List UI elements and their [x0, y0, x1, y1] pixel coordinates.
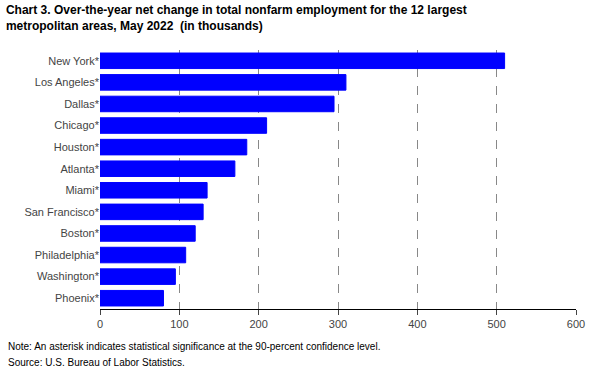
svg-text:Philadelphia*: Philadelphia* — [35, 249, 100, 261]
svg-text:San Francisco*: San Francisco* — [24, 206, 99, 218]
svg-text:Miami*: Miami* — [65, 184, 99, 196]
svg-text:Houston*: Houston* — [54, 141, 100, 153]
svg-text:Note: An asterisk indicates st: Note: An asterisk indicates statistical … — [8, 341, 380, 352]
svg-text:New York*: New York* — [48, 55, 99, 67]
svg-text:Boston*: Boston* — [60, 227, 99, 239]
svg-text:Los Angeles*: Los Angeles* — [35, 76, 100, 88]
svg-text:200: 200 — [249, 318, 267, 330]
svg-text:Dallas*: Dallas* — [64, 98, 100, 110]
svg-text:Washington*: Washington* — [37, 270, 100, 282]
svg-text:Phoenix*: Phoenix* — [55, 292, 100, 304]
svg-text:400: 400 — [408, 318, 426, 330]
svg-text:0: 0 — [97, 318, 103, 330]
svg-text:600: 600 — [567, 318, 585, 330]
svg-text:300: 300 — [329, 318, 347, 330]
svg-text:100: 100 — [170, 318, 188, 330]
svg-text:500: 500 — [487, 318, 505, 330]
svg-text:Chart 3. Over-the-year net cha: Chart 3. Over-the-year net change in tot… — [6, 3, 467, 33]
svg-text:Source: U.S. Bureau of Labor S: Source: U.S. Bureau of Labor Statistics. — [8, 357, 185, 368]
svg-text:Atlanta*: Atlanta* — [60, 163, 99, 175]
svg-text:Chicago*: Chicago* — [54, 119, 99, 131]
